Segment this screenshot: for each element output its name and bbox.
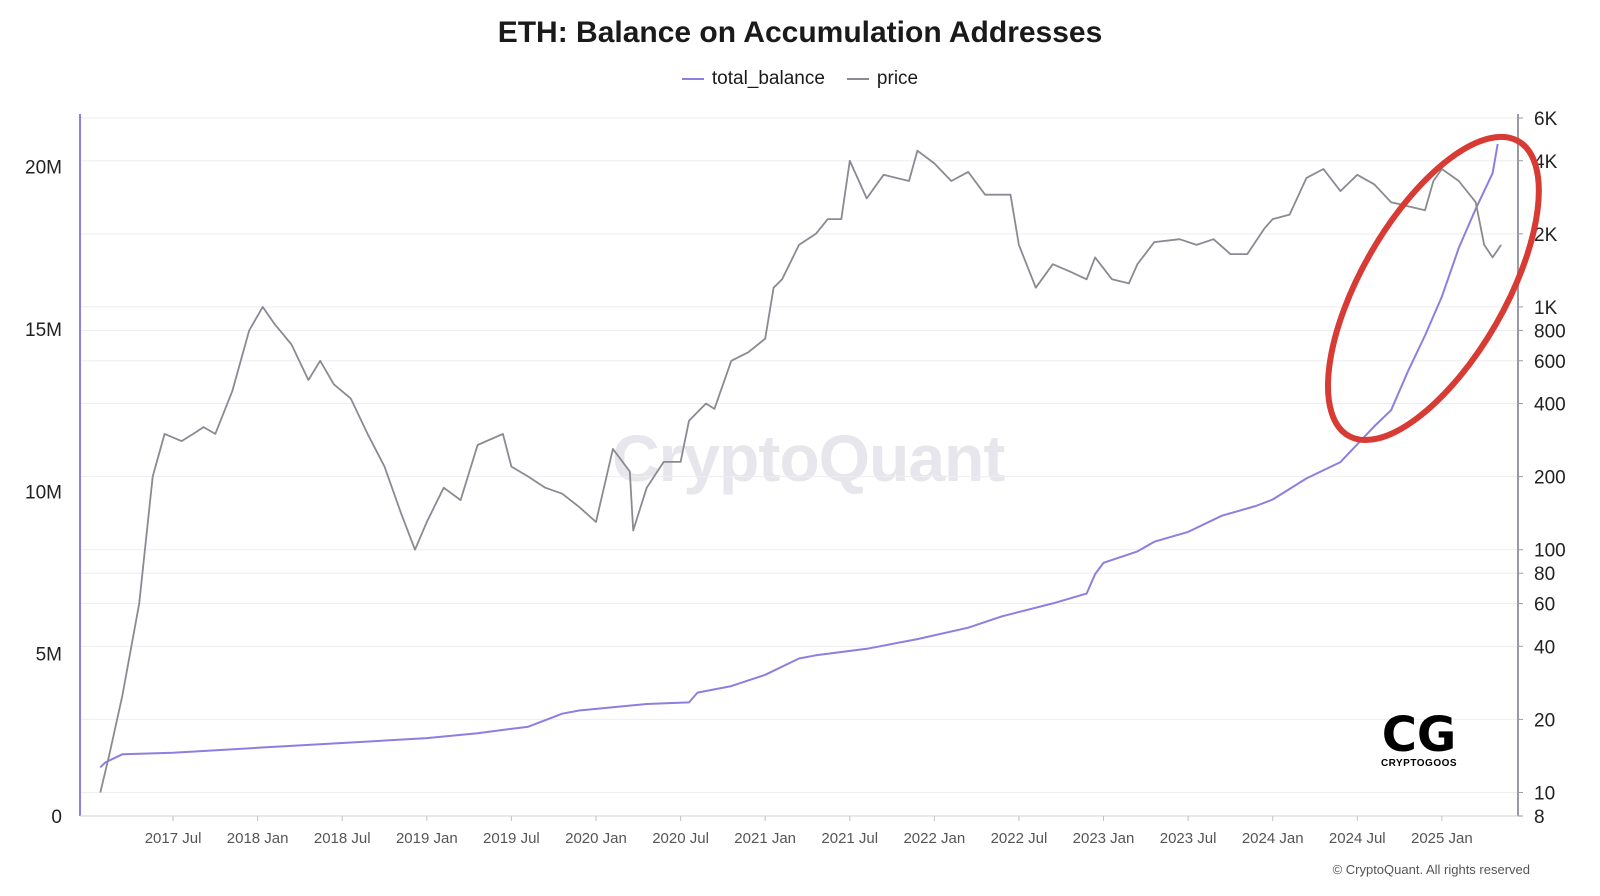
y-right-tick-label: 600: [1534, 352, 1566, 373]
y-axis-left-ticks: 0 5M 10M 15M 20M: [25, 158, 62, 828]
copyright-text: © CryptoQuant. All rights reserved: [1332, 862, 1530, 877]
x-tick-label: 2021 Jul: [821, 830, 878, 847]
x-axis-ticks: 2017 Jul 2018 Jan 2018 Jul 2019 Jan 2019 Jul…: [145, 816, 1473, 847]
legend-label-price: price: [876, 68, 919, 89]
legend-item-total-balance[interactable]: total_balance: [681, 68, 825, 90]
y-left-tick-label: 20M: [25, 158, 62, 179]
x-tick-label: 2025 Jan: [1411, 830, 1473, 847]
y-right-tick-label: 4K: [1534, 152, 1558, 173]
y-right-tick-label: 10: [1534, 783, 1555, 804]
cryptogoos-logo-text: CRYPTOGOOS: [1380, 758, 1458, 769]
y-right-tick-label: 80: [1534, 564, 1555, 585]
y-right-tick-label: 8: [1534, 807, 1545, 828]
series-line-total-balance: [99, 143, 1499, 769]
y-right-tick-label: 800: [1534, 321, 1566, 342]
y-right-tick-label: 20: [1534, 710, 1555, 731]
y-right-tick-label: 40: [1534, 637, 1555, 658]
series-line-price: [99, 149, 1502, 793]
y-left-tick-label: 0: [51, 807, 62, 828]
legend-swatch-total-balance: [681, 78, 704, 80]
x-tick-label: 2022 Jan: [903, 830, 965, 847]
cryptogoos-logo-mark: CG: [1381, 707, 1457, 763]
axes: [79, 114, 1519, 817]
y-right-tick-label: 2K: [1534, 225, 1558, 246]
x-tick-label: 2020 Jul: [652, 830, 709, 847]
watermark-text: CryptoQuant: [612, 421, 1005, 495]
legend-label-total-balance: total_balance: [711, 68, 825, 89]
legend: total_balance price: [0, 68, 1600, 90]
legend-swatch-price: [846, 78, 869, 80]
y-right-tick-label: 100: [1534, 541, 1566, 562]
y-left-tick-label: 15M: [25, 320, 62, 341]
annotations: [1324, 133, 1542, 444]
x-tick-label: 2024 Jul: [1329, 830, 1386, 847]
x-tick-label: 2023 Jan: [1073, 830, 1135, 847]
y-right-tick-label: 6K: [1534, 109, 1558, 130]
x-tick-label: 2019 Jan: [396, 830, 458, 847]
y-left-tick-label: 5M: [36, 645, 62, 666]
series: [99, 143, 1502, 793]
chart-title: ETH: Balance on Accumulation Addresses: [497, 16, 1103, 49]
x-tick-label: 2024 Jan: [1242, 830, 1304, 847]
y-right-tick-label: 1K: [1534, 298, 1558, 319]
y-left-tick-label: 10M: [25, 482, 62, 503]
x-tick-label: 2018 Jul: [314, 830, 371, 847]
x-tick-label: 2020 Jan: [565, 830, 627, 847]
legend-item-price[interactable]: price: [846, 68, 919, 90]
cryptogoos-logo: CG CRYPTOGOOS: [1374, 707, 1464, 769]
x-tick-label: 2023 Jul: [1160, 830, 1217, 847]
annotation-ellipse: [1324, 133, 1542, 444]
grid-lines: [80, 117, 1518, 817]
y-right-tick-label: 60: [1534, 595, 1555, 616]
x-tick-label: 2021 Jan: [734, 830, 796, 847]
x-tick-label: 2018 Jan: [227, 830, 289, 847]
y-right-tick-label: 200: [1534, 468, 1566, 489]
y-right-tick-label: 400: [1534, 395, 1566, 416]
x-tick-label: 2017 Jul: [145, 830, 202, 847]
x-tick-label: 2022 Jul: [991, 830, 1048, 847]
x-tick-label: 2019 Jul: [483, 830, 540, 847]
